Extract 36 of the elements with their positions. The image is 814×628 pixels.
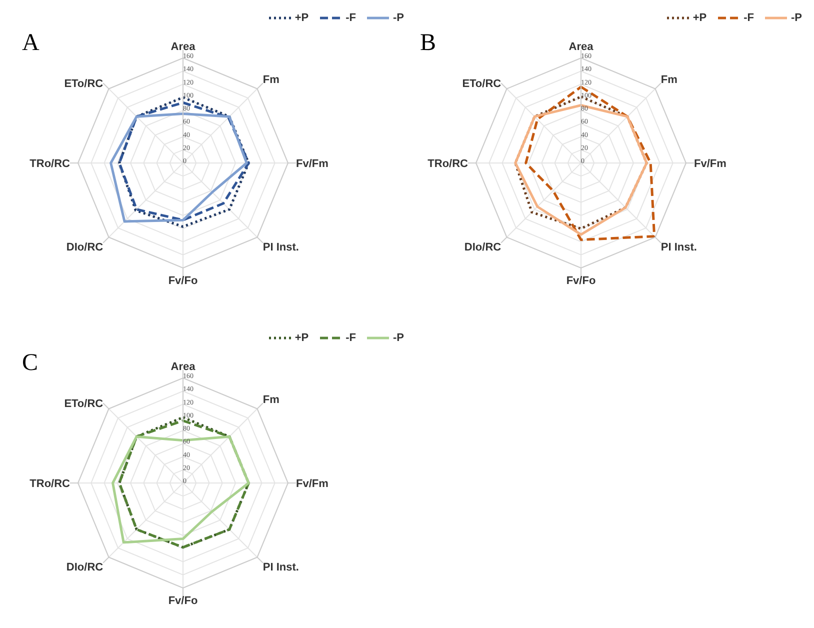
- spoke-label: DIo/RC: [66, 562, 104, 574]
- text: A: [22, 30, 40, 57]
- legend-label: -P: [393, 332, 404, 344]
- spoke-label: Fv/Fo: [168, 274, 198, 287]
- legend-label: -F: [346, 332, 356, 344]
- text: C: [22, 350, 38, 377]
- spoke-label: PI Inst.: [660, 242, 697, 254]
- legend-label: +P: [692, 12, 707, 24]
- spoke-label: Fv/Fo: [168, 594, 198, 607]
- spoke-label: Fv/Fm: [296, 478, 329, 490]
- spoke-label: Fv/Fo: [566, 274, 596, 287]
- spoke-label: PI Inst.: [262, 242, 299, 254]
- spoke-label: Area: [568, 41, 594, 53]
- spoke-label: Fv/Fm: [296, 158, 329, 170]
- legend-label: -P: [393, 12, 404, 24]
- spoke-label: Area: [170, 41, 196, 53]
- spoke-label: TRo/RC: [30, 478, 70, 490]
- spoke-label: DIo/RC: [464, 242, 502, 254]
- spoke-label: PI Inst.: [262, 562, 299, 574]
- spoke-label: ETo/RC: [64, 398, 104, 410]
- spoke-label: Fv/Fm: [694, 158, 727, 170]
- text: B: [420, 30, 436, 57]
- spoke-label: ETo/RC: [462, 78, 502, 90]
- spoke-label: Area: [170, 361, 196, 373]
- spoke-label: ETo/RC: [64, 78, 104, 90]
- legend-label: +P: [294, 12, 309, 24]
- spoke-label: DIo/RC: [66, 242, 104, 254]
- spoke-label: Fm: [262, 74, 280, 86]
- legend-label: +P: [294, 332, 309, 344]
- spoke-label: TRo/RC: [30, 158, 70, 170]
- legend-label: -F: [346, 12, 356, 24]
- legend-label: -P: [791, 12, 802, 24]
- legend-label: -F: [744, 12, 754, 24]
- spoke-label: TRo/RC: [428, 158, 468, 170]
- spoke-label: Fm: [262, 394, 280, 406]
- spoke-label: Fm: [660, 74, 678, 86]
